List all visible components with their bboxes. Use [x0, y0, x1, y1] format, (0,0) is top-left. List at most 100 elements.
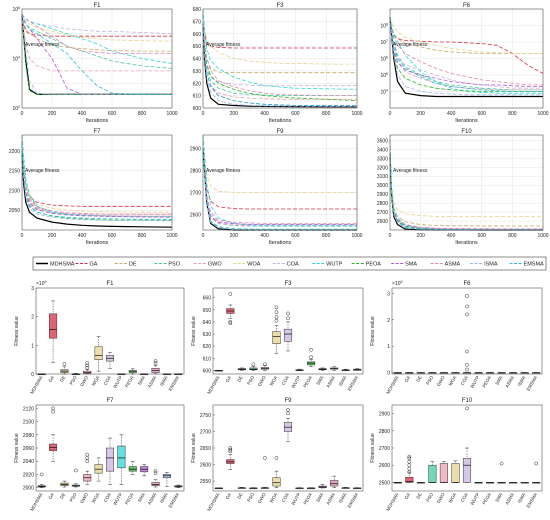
x-tick-label: 1000 — [351, 111, 362, 117]
box-GWO — [439, 463, 448, 483]
category-label: ISMA — [159, 492, 169, 504]
box-GA — [49, 313, 58, 339]
category-label: ISMA — [338, 375, 348, 387]
series-line-EMSMA — [202, 148, 357, 230]
category-label: WUTP — [112, 492, 123, 506]
chart-title: F6 — [463, 281, 471, 287]
x-tick-label: 0 — [389, 233, 392, 239]
y-tick-label: 2750 — [200, 413, 211, 419]
plot-frame — [21, 134, 173, 231]
y-tick-label: 3300 — [377, 156, 388, 162]
y-tick-label: 2700 — [200, 429, 211, 435]
outlier-point — [286, 311, 290, 316]
category-label: EMSMA — [347, 492, 360, 509]
plot-frame — [391, 287, 543, 375]
series-line-ASMA — [21, 150, 172, 215]
y-axis-label: Average fitness — [206, 168, 241, 174]
legend-label: DE — [129, 262, 137, 268]
y-tick-label: 3000 — [377, 183, 388, 189]
category-label: EMSMA — [168, 492, 181, 509]
outlier-point — [228, 446, 233, 450]
x-tick-label: 400 — [260, 111, 269, 117]
category-label: GWO — [257, 375, 267, 388]
series-line-ASMA — [202, 23, 357, 96]
category-label: GA — [47, 492, 55, 500]
box-COA — [283, 328, 293, 342]
outlier-point — [39, 472, 44, 477]
y-axis-label: Fitness value — [191, 433, 197, 463]
line-chart-F9: 0 200 400 600 800 1000 2600 2700 2800 2900 F9 Itera… — [190, 129, 363, 246]
y-axis-label: Fitness value — [370, 433, 376, 463]
category-label: GA — [404, 492, 412, 500]
y-tick-label: 640 — [203, 320, 212, 326]
series-line-DE — [21, 13, 172, 52]
category-label: PSO — [246, 375, 255, 386]
x-tick-label: 600 — [291, 233, 300, 239]
category-label: ASMA — [147, 492, 158, 506]
category-label: GA — [47, 375, 55, 383]
y-tick-label: 105 — [380, 72, 388, 79]
y-tick-label: 1 — [387, 344, 390, 350]
category-label: DE — [59, 375, 66, 383]
series-line-WOA — [389, 17, 543, 54]
category-label: ISMA — [338, 492, 348, 504]
y-tick-exponent: 7 — [386, 39, 388, 43]
x-tick-label: 400 — [447, 233, 456, 239]
y-tick-label: 630 — [193, 69, 202, 75]
category-label: EMSMA — [347, 375, 360, 392]
outlier-point — [85, 365, 90, 370]
line-chart-F10: 0 200 400 600 800 1000 2600 2700 2800 2900 3000 310… — [377, 129, 549, 246]
category-label: MDHSMA — [385, 492, 399, 512]
legend-label: SMA — [405, 262, 417, 268]
series-line-ISMA — [202, 23, 358, 107]
series-line-GWO — [202, 23, 357, 100]
y-tick-label: 2600 — [379, 463, 390, 469]
plot-area — [390, 135, 543, 230]
y-tick-label: 106 — [380, 56, 388, 63]
y-tick-label: 2550 — [200, 479, 211, 485]
y-tick-label: 3400 — [377, 147, 388, 153]
y-tick-label: 670 — [193, 19, 202, 25]
category-label: ISMA — [159, 375, 169, 387]
legend-label: WOA — [247, 262, 260, 268]
category-label: DE — [415, 375, 422, 383]
category-label: MDHSMA — [206, 492, 220, 512]
box-chart-F10: 2500 2600 2700 2800 2900 F10 Fitness value MDHS… — [370, 398, 543, 512]
y-tick-label: 2050 — [9, 208, 20, 214]
category-label: PEOA — [302, 375, 313, 388]
outlier-point — [73, 468, 78, 473]
chart-title: F7 — [93, 129, 101, 135]
x-axis-label: Iterations — [86, 118, 109, 124]
category-label: SMA — [315, 375, 324, 386]
series-line-EMSMA — [389, 17, 543, 92]
category-label: WOA — [269, 492, 279, 504]
y-axis-label: Fitness value — [14, 316, 20, 346]
y-multiplier-exponent: 9 — [400, 280, 402, 284]
y-tick-exponent: 6 — [18, 6, 20, 10]
category-label: WOA — [91, 375, 101, 387]
chart-title: F1 — [106, 281, 114, 287]
y-axis-label: Fitness value — [191, 316, 197, 346]
box-ASMA — [330, 480, 339, 487]
series-line-WUTP — [202, 134, 357, 227]
y-tick-label: 650 — [203, 308, 212, 314]
y-tick-label: 3 — [387, 291, 390, 297]
y-tick-label: 2700 — [379, 446, 390, 452]
outlier-point — [263, 362, 267, 367]
x-tick-label: 600 — [478, 233, 487, 239]
y-tick-label: 3200 — [377, 165, 388, 171]
chart-title: F1 — [93, 3, 101, 9]
outlier-point — [62, 362, 67, 366]
x-tick-label: 200 — [416, 233, 425, 239]
x-tick-label: 400 — [260, 233, 269, 239]
category-label: DE — [236, 375, 243, 383]
y-tick-exponent: 2 — [18, 105, 20, 109]
outlier-point — [274, 305, 279, 310]
category-label: WUTP — [469, 492, 480, 506]
y-tick-exponent: 4 — [18, 56, 20, 60]
box-WOA — [451, 463, 460, 483]
outlier-point — [228, 321, 233, 325]
y-tick-label: 106 — [12, 6, 20, 13]
category-label: WUTP — [290, 375, 301, 389]
outlier-point — [85, 363, 90, 368]
